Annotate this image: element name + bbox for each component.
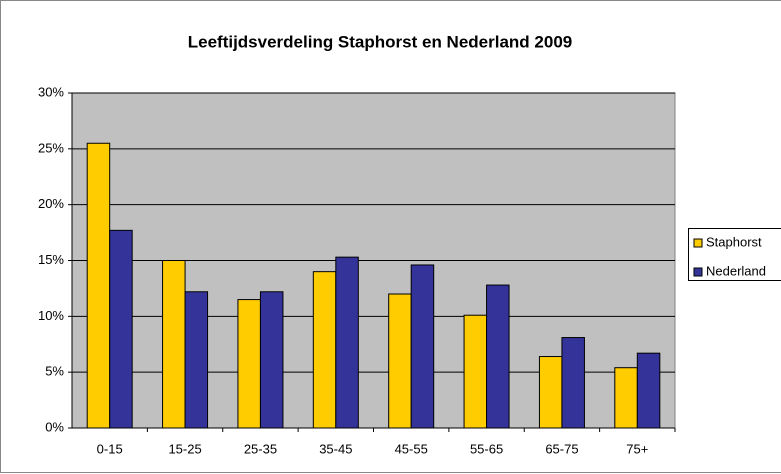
x-tick-label: 45-55 [395, 441, 428, 456]
y-tick-label: 20% [38, 196, 64, 211]
bar [486, 284, 510, 429]
bar [636, 352, 661, 429]
legend-box [688, 228, 781, 281]
y-tick-label: 0% [45, 419, 64, 434]
bar [561, 337, 585, 429]
bar [237, 299, 261, 429]
legend-label: Staphorst [706, 234, 762, 249]
legend-swatch [693, 238, 703, 248]
bar [312, 271, 337, 429]
x-tick-label: 65-75 [545, 441, 578, 456]
bar [162, 260, 186, 429]
bar [410, 264, 435, 429]
y-tick-label: 10% [38, 308, 64, 323]
chart-title: Leeftijdsverdeling Staphorst en Nederlan… [188, 32, 573, 51]
x-tick-label: 15-25 [168, 441, 201, 456]
y-tick-label: 30% [38, 84, 64, 99]
y-tick-label: 5% [45, 364, 64, 379]
bar [388, 293, 412, 429]
y-tick-label: 25% [38, 140, 64, 155]
bar [109, 229, 133, 429]
y-tick-label: 15% [38, 252, 64, 267]
x-tick-label: 25-35 [244, 441, 277, 456]
bar [86, 142, 111, 429]
bar [259, 291, 284, 429]
x-tick-label: 0-15 [97, 441, 123, 456]
legend-swatch [693, 267, 703, 277]
bar [335, 256, 359, 429]
x-tick-label: 75+ [626, 441, 648, 456]
bar [184, 291, 209, 429]
bar [538, 356, 563, 429]
legend-label: Nederland [706, 263, 766, 278]
bar [614, 367, 638, 429]
bar [463, 314, 488, 429]
x-tick-label: 35-45 [319, 441, 352, 456]
x-tick-label: 55-65 [470, 441, 503, 456]
